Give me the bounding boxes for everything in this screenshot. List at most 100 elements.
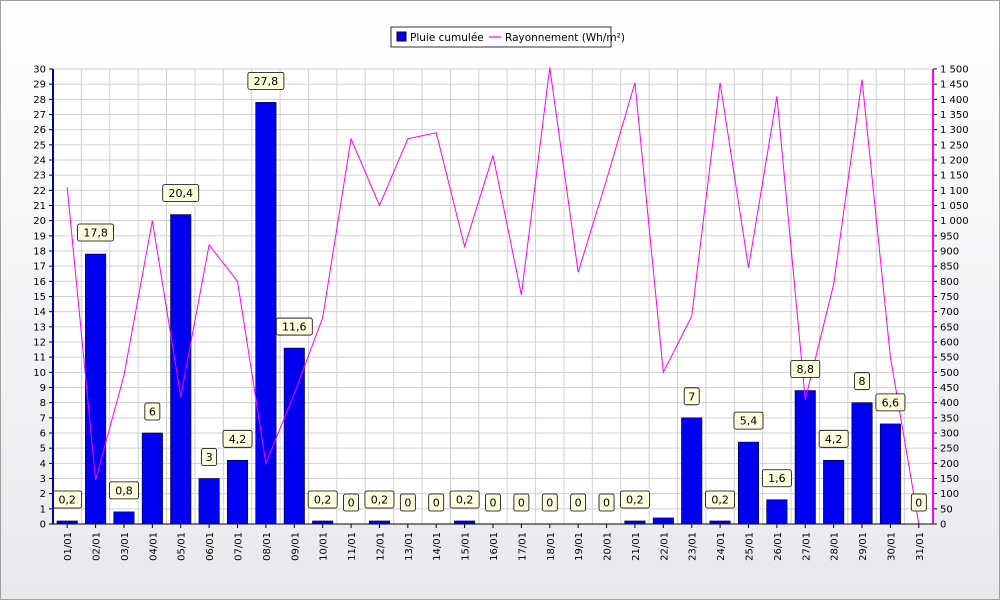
data-label-box bbox=[705, 490, 735, 509]
right-tick-label: 450 bbox=[940, 383, 959, 394]
x-tick-label: 08/01 bbox=[262, 532, 273, 561]
data-label-box bbox=[247, 71, 285, 90]
rain-data-label: 0,2 bbox=[52, 490, 83, 509]
left-tick-label: 26 bbox=[33, 125, 46, 136]
data-label-text: 3 bbox=[206, 451, 213, 464]
left-tick-label: 10 bbox=[33, 368, 46, 379]
rain-data-label: 4,2 bbox=[222, 429, 253, 448]
left-tick-label: 17 bbox=[33, 262, 46, 273]
data-label-box bbox=[162, 184, 200, 203]
legend-swatch-rain bbox=[396, 31, 407, 42]
rain-bar bbox=[141, 432, 163, 525]
right-tick-label: 600 bbox=[940, 338, 959, 349]
left-tick-label: 22 bbox=[33, 186, 46, 197]
left-tick-label: 16 bbox=[33, 277, 46, 288]
left-tick-label: 8 bbox=[40, 398, 46, 409]
left-axis-ticks: 0123456789101112131415161718192021222324… bbox=[33, 65, 53, 531]
x-tick-label: 23/01 bbox=[688, 532, 699, 561]
data-label-text: 0,2 bbox=[314, 493, 332, 506]
data-label-box bbox=[513, 493, 530, 512]
right-tick-label: 1 350 bbox=[940, 110, 969, 121]
left-tick-label: 29 bbox=[33, 80, 46, 91]
data-label-text: 0 bbox=[915, 497, 922, 510]
x-tick-label: 11/01 bbox=[347, 532, 358, 561]
data-label-text: 27,8 bbox=[254, 75, 279, 88]
right-axis-ticks: 0 50 100 150 200 250 300 350 400 450 500 550 600 650 7… bbox=[933, 65, 969, 531]
left-tick-label: 27 bbox=[33, 110, 46, 121]
left-tick-label: 18 bbox=[33, 247, 46, 258]
x-tick-label: 26/01 bbox=[773, 532, 784, 561]
rain-data-label: 0,2 bbox=[705, 490, 735, 509]
right-tick-label: 1 400 bbox=[940, 95, 969, 106]
data-label-text: 4,2 bbox=[825, 433, 843, 446]
left-tick-label: 13 bbox=[33, 322, 46, 333]
data-label-text: 0,2 bbox=[711, 493, 729, 506]
rain-data-label: 5,4 bbox=[733, 411, 764, 430]
left-tick-label: 14 bbox=[33, 307, 46, 318]
data-label-text: 0 bbox=[404, 497, 411, 510]
right-tick-label: 1 250 bbox=[940, 140, 969, 151]
rain-data-label: 0 bbox=[343, 493, 359, 512]
legend: Pluie cumulée Rayonnement (Wh/m²) bbox=[390, 26, 625, 48]
data-label-box bbox=[144, 402, 161, 421]
rain-bar bbox=[737, 441, 760, 525]
x-tick-label: 15/01 bbox=[461, 532, 472, 561]
data-label-text: 0 bbox=[518, 497, 525, 510]
x-tick-label: 20/01 bbox=[603, 532, 614, 561]
data-label-text: 1,6 bbox=[768, 472, 786, 485]
data-label-box bbox=[875, 393, 906, 412]
right-tick-label: 1 150 bbox=[940, 171, 969, 182]
x-tick-label: 31/01 bbox=[915, 532, 926, 561]
data-label-text: 0 bbox=[348, 497, 355, 510]
right-tick-label: 200 bbox=[940, 459, 959, 470]
rain-data-label: 1,6 bbox=[761, 469, 792, 488]
data-label-box bbox=[854, 372, 870, 391]
data-label-text: 0 bbox=[433, 497, 440, 510]
radiation-series-line bbox=[66, 67, 920, 525]
data-label-box bbox=[790, 360, 821, 378]
rain-bar bbox=[85, 253, 107, 525]
left-tick-label: 9 bbox=[40, 383, 46, 394]
rain-bar bbox=[879, 423, 901, 525]
right-tick-label: 500 bbox=[940, 368, 959, 379]
rain-data-label: 0,2 bbox=[364, 490, 395, 509]
right-tick-label: 1 500 bbox=[940, 65, 969, 76]
left-tick-label: 24 bbox=[33, 156, 46, 167]
rain-data-label: 0 bbox=[598, 493, 615, 512]
right-tick-label: 800 bbox=[940, 277, 959, 288]
rain-bar bbox=[823, 459, 845, 525]
right-tick-label: 1 100 bbox=[940, 186, 969, 197]
data-label-text: 11,6 bbox=[282, 321, 307, 334]
left-tick-label: 7 bbox=[40, 413, 46, 424]
rain-bar bbox=[170, 214, 192, 525]
x-tick-label: 18/01 bbox=[546, 532, 557, 561]
data-label-text: 17,8 bbox=[83, 227, 108, 240]
data-label-box bbox=[307, 490, 338, 509]
right-tick-label: 1 000 bbox=[940, 216, 969, 227]
right-tick-label: 700 bbox=[940, 307, 959, 318]
x-tick-label: 01/01 bbox=[63, 532, 74, 561]
right-tick-label: 50 bbox=[940, 504, 953, 515]
x-tick-label: 19/01 bbox=[574, 532, 585, 561]
left-tick-label: 6 bbox=[40, 429, 46, 440]
left-tick-label: 2 bbox=[40, 489, 46, 500]
rain-data-label: 8 bbox=[854, 372, 870, 391]
data-label-text: 0,2 bbox=[58, 493, 76, 506]
x-tick-label: 16/01 bbox=[489, 532, 500, 561]
data-label-box bbox=[761, 469, 792, 488]
rain-bars bbox=[56, 102, 901, 525]
rain-data-label: 0 bbox=[513, 493, 530, 512]
rain-data-label: 0 bbox=[485, 493, 501, 512]
x-tick-label: 03/01 bbox=[120, 532, 131, 561]
data-label-text: 0,2 bbox=[371, 493, 389, 506]
rain-bar bbox=[766, 499, 788, 525]
data-label-box bbox=[364, 490, 395, 509]
rain-data-label: 11,6 bbox=[275, 317, 313, 336]
data-label-box bbox=[733, 411, 764, 430]
rain-data-label: 0,8 bbox=[109, 481, 139, 500]
left-tick-label: 23 bbox=[33, 171, 46, 182]
rain-bar bbox=[851, 402, 873, 525]
rain-data-label: 0 bbox=[910, 493, 927, 512]
